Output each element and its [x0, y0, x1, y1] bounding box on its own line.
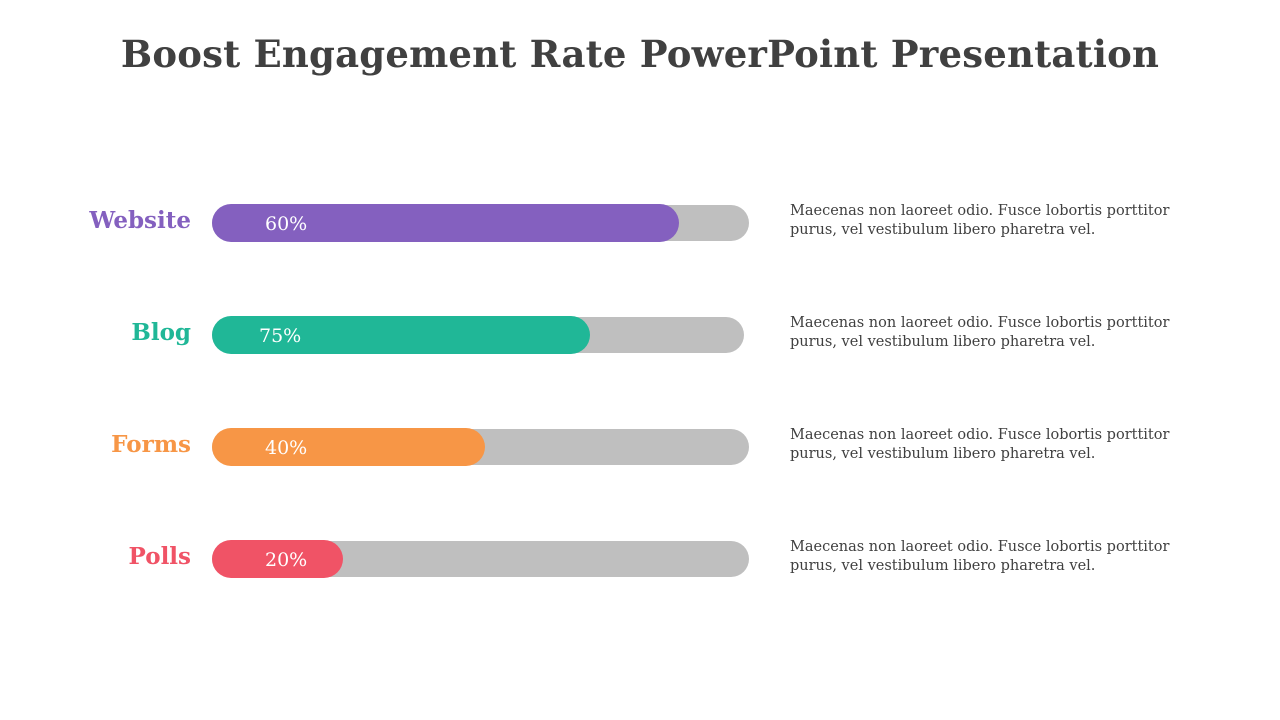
- category-label: Forms: [111, 431, 191, 458]
- progress-row: Forms 40% Maecenas non laoreet odio. Fusce…: [0, 426, 1280, 466]
- description-text: Maecenas non laoreet odio. Fusce loborti…: [790, 203, 1170, 238]
- progress-fill: [212, 540, 343, 578]
- value-label: 40%: [265, 437, 308, 459]
- progress-track: 40%: [212, 428, 749, 466]
- progress-track: 75%: [212, 316, 744, 354]
- progress-row: Blog 75% Maecenas non laoreet odio. Fusce …: [0, 314, 1280, 354]
- progress-track: 20%: [212, 540, 749, 578]
- progress-fill: [212, 316, 590, 354]
- category-label: Blog: [131, 319, 191, 346]
- description-text: Maecenas non laoreet odio. Fusce loborti…: [790, 539, 1170, 574]
- value-label: 60%: [265, 213, 308, 235]
- category-label: Website: [89, 207, 191, 234]
- progress-row: Polls 20% Maecenas non laoreet odio. Fusce…: [0, 538, 1280, 578]
- value-label: 75%: [259, 325, 302, 347]
- description-text: Maecenas non laoreet odio. Fusce loborti…: [790, 315, 1170, 350]
- progress-track: 60%: [212, 204, 749, 242]
- progress-fill: [212, 204, 679, 242]
- category-label: Polls: [128, 543, 191, 570]
- value-label: 20%: [265, 549, 308, 571]
- page-title: Boost Engagement Rate PowerPoint Present…: [120, 32, 1160, 76]
- description-text: Maecenas non laoreet odio. Fusce loborti…: [790, 427, 1170, 462]
- progress-row: Website 60% Maecenas non laoreet odio. Fus…: [0, 202, 1280, 242]
- progress-fill: [212, 428, 485, 466]
